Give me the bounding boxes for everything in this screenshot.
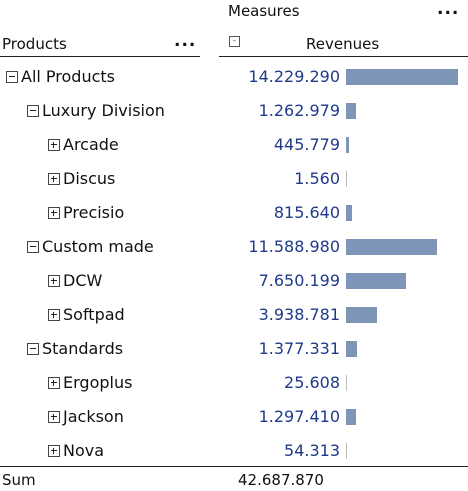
revenue-value: 7.650.199 bbox=[258, 271, 340, 290]
revenue-bar bbox=[346, 375, 347, 391]
member-label[interactable]: Jackson bbox=[63, 407, 124, 426]
tree-cell: All Products bbox=[6, 60, 115, 94]
member-label[interactable]: Ergoplus bbox=[63, 373, 133, 392]
tree-cell: Ergoplus bbox=[48, 366, 132, 400]
expand-icon[interactable] bbox=[48, 445, 60, 457]
member-label[interactable]: All Products bbox=[21, 67, 116, 86]
revenue-value: 25.608 bbox=[284, 373, 340, 392]
revenue-value: 1.262.979 bbox=[258, 101, 340, 120]
revenue-bar bbox=[346, 273, 406, 289]
table-row: Custom made 11.588.980 bbox=[0, 230, 468, 264]
revenue-value: 3.938.781 bbox=[258, 305, 340, 324]
member-label[interactable]: Standards bbox=[42, 339, 124, 358]
products-header[interactable]: Products bbox=[2, 35, 67, 53]
revenue-bar bbox=[346, 69, 458, 85]
revenue-bar bbox=[346, 171, 347, 187]
table-row: Softpad 3.938.781 bbox=[0, 298, 468, 332]
collapse-icon[interactable] bbox=[27, 343, 39, 355]
products-menu-button[interactable]: ... bbox=[174, 31, 197, 51]
member-label[interactable]: Precisio bbox=[63, 203, 125, 222]
sum-divider bbox=[0, 466, 468, 467]
sum-value: 42.687.870 bbox=[238, 471, 324, 489]
member-label[interactable]: Luxury Division bbox=[42, 101, 165, 120]
table-row: DCW 7.650.199 bbox=[0, 264, 468, 298]
collapse-icon[interactable] bbox=[27, 105, 39, 117]
member-label[interactable]: Arcade bbox=[63, 135, 119, 154]
member-label[interactable]: Discus bbox=[63, 169, 116, 188]
revenue-value: 14.229.290 bbox=[248, 67, 340, 86]
revenue-bar bbox=[346, 307, 377, 323]
revenue-bar bbox=[346, 103, 356, 119]
expand-icon[interactable] bbox=[48, 173, 60, 185]
products-header-underline bbox=[0, 56, 200, 57]
revenue-bar bbox=[346, 409, 356, 425]
expand-icon[interactable] bbox=[48, 207, 60, 219]
revenue-bar bbox=[346, 137, 349, 153]
revenue-value: 445.779 bbox=[273, 135, 340, 154]
table-row: Discus 1.560 bbox=[0, 162, 468, 196]
revenue-bar bbox=[346, 239, 437, 255]
member-label[interactable]: DCW bbox=[63, 271, 103, 290]
revenue-bar bbox=[346, 341, 357, 357]
tree-cell: Arcade bbox=[48, 128, 119, 162]
table-row: Luxury Division 1.262.979 bbox=[0, 94, 468, 128]
tree-cell: DCW bbox=[48, 264, 102, 298]
tree-cell: Standards bbox=[27, 332, 123, 366]
revenue-value: 1.560 bbox=[294, 169, 340, 188]
revenue-value: 815.640 bbox=[273, 203, 340, 222]
table-row: All Products 14.229.290 bbox=[0, 60, 468, 94]
measures-title: Measures bbox=[228, 2, 300, 20]
tree-cell: Nova bbox=[48, 434, 104, 468]
table-row: Ergoplus 25.608 bbox=[0, 366, 468, 400]
revenue-value: 54.313 bbox=[284, 441, 340, 460]
member-label[interactable]: Nova bbox=[63, 441, 105, 460]
revenue-bar bbox=[346, 443, 347, 459]
expand-icon[interactable] bbox=[48, 275, 60, 287]
measures-menu-button[interactable]: ... bbox=[437, 0, 460, 19]
revenue-value: 1.297.410 bbox=[258, 407, 340, 426]
sum-label: Sum bbox=[2, 471, 36, 489]
member-label[interactable]: Custom made bbox=[42, 237, 154, 256]
tree-cell: Precisio bbox=[48, 196, 124, 230]
revenues-collapse-icon[interactable]: - bbox=[229, 36, 240, 47]
table-row: Arcade 445.779 bbox=[0, 128, 468, 162]
column-header-row: Products ... - Revenues bbox=[0, 30, 468, 60]
revenues-header-underline bbox=[219, 56, 468, 57]
expand-icon[interactable] bbox=[48, 377, 60, 389]
revenues-header[interactable]: Revenues bbox=[306, 35, 380, 53]
table-row: Jackson 1.297.410 bbox=[0, 400, 468, 434]
tree-cell: Jackson bbox=[48, 400, 124, 434]
expand-icon[interactable] bbox=[48, 309, 60, 321]
revenue-bar bbox=[346, 205, 352, 221]
table-row: Standards 1.377.331 bbox=[0, 332, 468, 366]
revenue-value: 11.588.980 bbox=[248, 237, 340, 256]
member-label[interactable]: Softpad bbox=[63, 305, 125, 324]
tree-cell: Luxury Division bbox=[27, 94, 165, 128]
expand-icon[interactable] bbox=[48, 139, 60, 151]
collapse-icon[interactable] bbox=[6, 71, 18, 83]
table-row: Precisio 815.640 bbox=[0, 196, 468, 230]
table-row: Nova 54.313 bbox=[0, 434, 468, 468]
revenue-value: 1.377.331 bbox=[258, 339, 340, 358]
tree-cell: Softpad bbox=[48, 298, 125, 332]
collapse-icon[interactable] bbox=[27, 241, 39, 253]
tree-cell: Custom made bbox=[27, 230, 154, 264]
tree-cell: Discus bbox=[48, 162, 115, 196]
expand-icon[interactable] bbox=[48, 411, 60, 423]
